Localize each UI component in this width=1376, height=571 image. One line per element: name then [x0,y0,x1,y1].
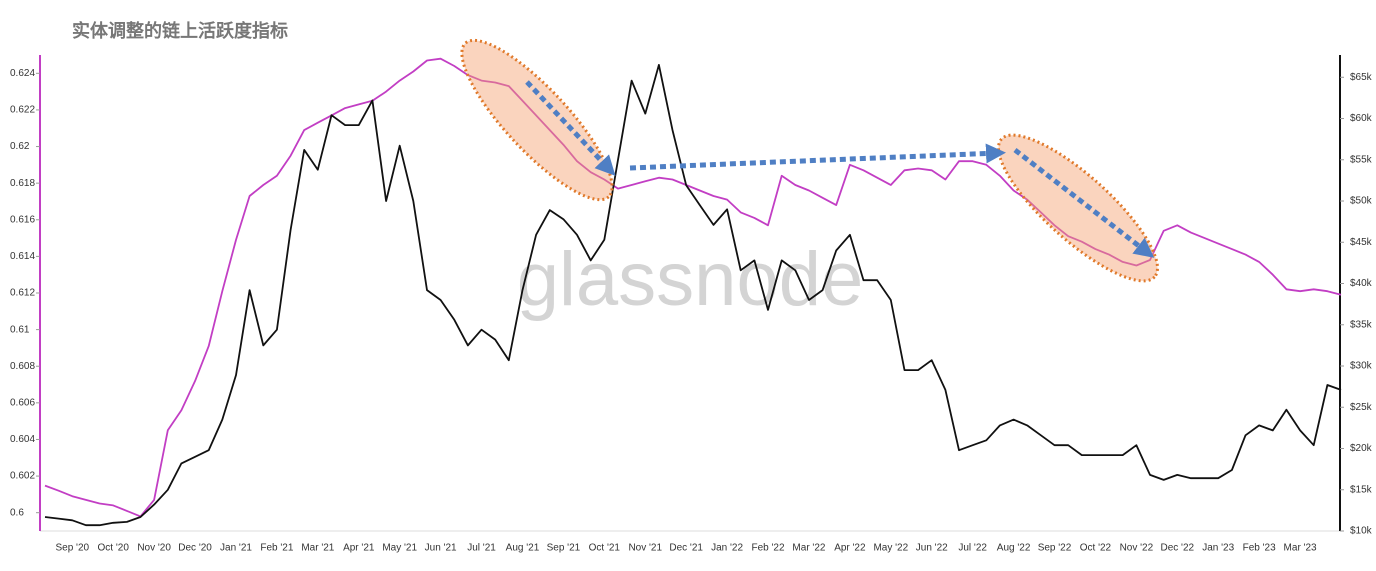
x-tick-label: Oct '22 [1080,543,1112,554]
x-tick-label: Nov '22 [1120,543,1154,554]
x-tick-label: Jun '21 [425,543,457,554]
y2-tick-label: $50k [1350,196,1373,207]
x-tick-label: Dec '21 [669,543,703,554]
y2-tick-label: $30k [1350,361,1373,372]
x-tick-label: Nov '21 [628,543,662,554]
y2-tick-label: $45k [1350,237,1373,248]
arrow [1013,148,1155,258]
x-tick-label: Mar '21 [301,543,334,554]
y2-tick-label: $60k [1350,113,1373,124]
y-tick-label: 0.62 [10,141,30,152]
x-tick-label: Apr '21 [343,543,375,554]
series-line [44,64,1342,527]
y-tick-label: 0.624 [10,68,35,79]
x-tick-label: May '21 [382,543,417,554]
y-tick-label: 0.622 [10,105,35,116]
x-tick-label: Jan '21 [220,543,252,554]
x-tick-label: Sep '21 [547,543,581,554]
y2-tick-label: $55k [1350,154,1373,165]
x-tick-label: May '22 [873,543,908,554]
y2-tick-label: $40k [1350,278,1373,289]
y-tick-label: 0.606 [10,397,35,408]
x-tick-label: Oct '20 [98,543,130,554]
x-tick-label: Oct '21 [589,543,621,554]
y-tick-label: 0.616 [10,214,35,225]
x-tick-label: Mar '23 [1284,543,1317,554]
x-tick-label: Jun '22 [916,543,948,554]
y-tick-label: 0.602 [10,471,35,482]
x-tick-label: Feb '22 [752,543,785,554]
x-tick-label: Aug '21 [506,543,540,554]
highlight-ellipse [997,133,1159,283]
arrow [629,143,1006,171]
x-tick-label: Feb '23 [1243,543,1276,554]
y-tick-label: 0.612 [10,288,35,299]
y2-tick-label: $35k [1350,319,1373,330]
y2-tick-label: $25k [1350,402,1373,413]
y-tick-label: 0.61 [10,324,30,335]
x-tick-label: Jan '22 [711,543,743,554]
y2-tick-label: $10k [1350,526,1373,537]
y2-tick-label: $15k [1350,484,1373,495]
x-tick-label: Feb '21 [260,543,293,554]
y-tick-label: 0.6 [10,507,24,518]
arrow [525,80,616,176]
x-tick-label: Jul '22 [958,543,987,554]
y-tick-label: 0.618 [10,178,35,189]
x-tick-label: Jul '21 [467,543,496,554]
highlight-ellipse [460,38,614,202]
watermark: glassnode [517,237,864,322]
x-tick-label: Mar '22 [792,543,825,554]
y-tick-label: 0.604 [10,434,35,445]
x-tick-label: Sep '20 [55,543,89,554]
x-tick-label: Jan '23 [1202,543,1234,554]
chart-title: 实体调整的链上活跃度指标 [72,20,288,41]
y2-tick-label: $65k [1350,72,1373,83]
plot: 0.6 0.602 0.604 0.606 0.608 0.61 0.612 0.614 0.6… [10,55,1373,554]
x-tick-label: Apr '22 [834,543,866,554]
x-tick-label: Dec '20 [178,543,212,554]
y-tick-label: 0.608 [10,361,35,372]
x-tick-label: Dec '22 [1160,543,1194,554]
x-tick-label: Nov '20 [137,543,171,554]
y2-tick-label: $20k [1350,443,1373,454]
x-tick-label: Sep '22 [1038,543,1072,554]
y-tick-label: 0.614 [10,251,35,262]
x-tick-label: Aug '22 [997,543,1031,554]
series-line [44,57,1342,518]
